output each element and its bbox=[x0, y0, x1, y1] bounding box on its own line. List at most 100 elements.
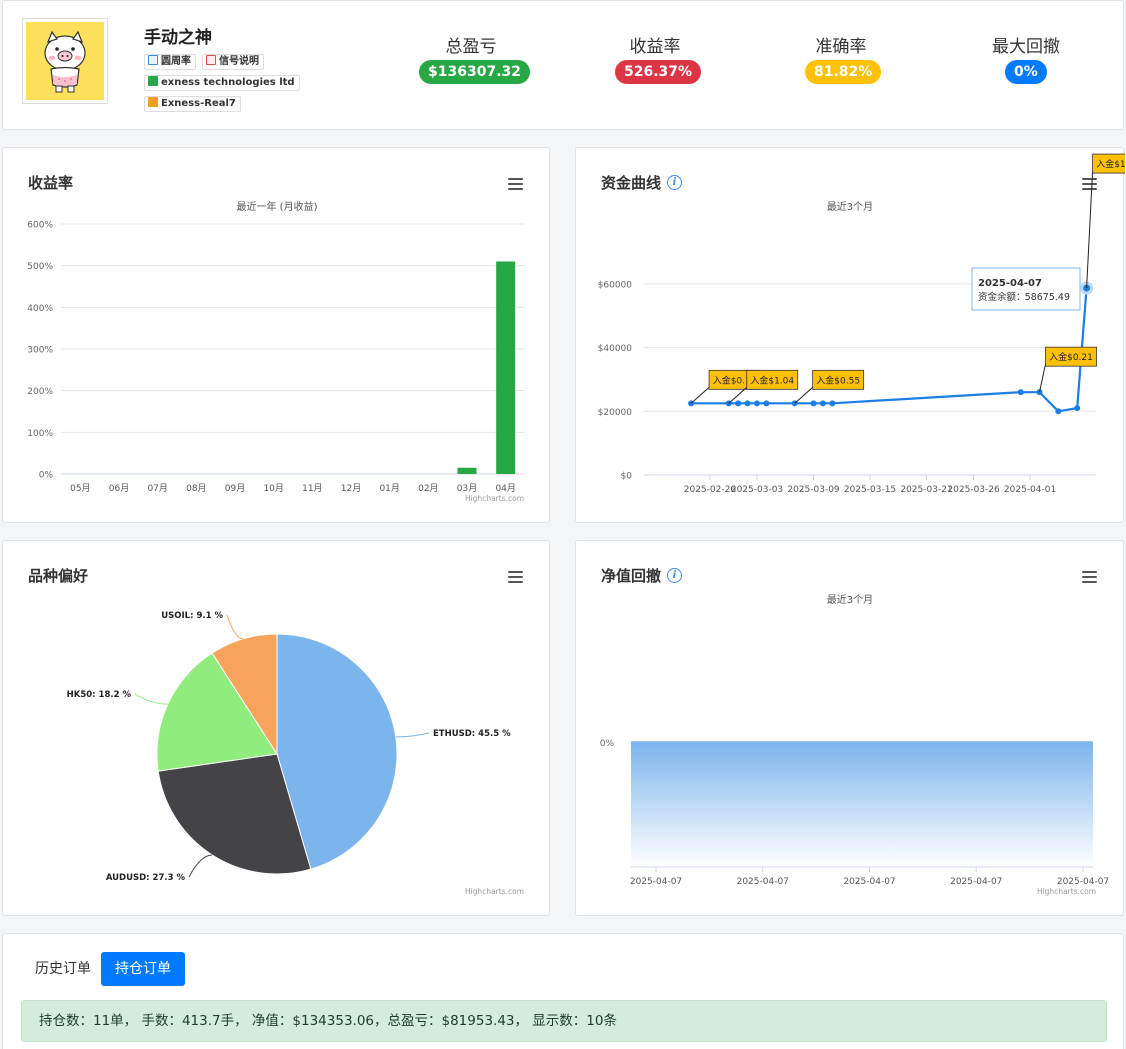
flag-connector bbox=[794, 386, 813, 404]
y-tick-label: 0% bbox=[39, 471, 54, 481]
deposit-flag bbox=[812, 369, 865, 390]
data-point bbox=[1017, 389, 1024, 396]
info-icon[interactable]: i bbox=[667, 175, 683, 190]
data-point bbox=[735, 400, 742, 407]
stat-accuracy-label: 准确率 bbox=[815, 37, 867, 57]
data-point bbox=[819, 400, 826, 407]
equity-line-chart[interactable]: 最近3个月$0$20000$40000$600002025-02-262025-… bbox=[576, 148, 1125, 524]
drawdown-panel: 净值回撤 i 最近3个月 0% 2025-04-07 2025-04-07 2025-04… bbox=[575, 540, 1124, 916]
flag-connector bbox=[1086, 171, 1094, 289]
pie-label: USOIL: 9.1 % bbox=[161, 611, 223, 621]
equity-panel: 资金曲线 i 最近3个月 $0 $20000 $40000 $60000 2025-02-2… bbox=[575, 147, 1125, 524]
stat-total-pnl-label: 总盈亏 bbox=[445, 37, 497, 57]
chart-subtitle: 最近一年 (月收益) bbox=[237, 200, 318, 213]
data-point bbox=[1055, 408, 1062, 415]
y-tick-label: $20000 bbox=[598, 408, 633, 418]
data-point bbox=[829, 400, 836, 407]
server-icon bbox=[148, 97, 158, 107]
pie-connector bbox=[134, 693, 168, 705]
tooltip-date: 2025-04-07 bbox=[978, 278, 1042, 289]
x-tick-label: 04月 bbox=[495, 483, 515, 494]
stat-max-drawdown-label: 最大回撤 bbox=[992, 37, 1060, 57]
pie-connector bbox=[188, 854, 213, 878]
avatar[interactable] bbox=[22, 18, 108, 104]
stat-return-label: 收益率 bbox=[629, 37, 681, 57]
tooltip-box bbox=[971, 267, 1081, 311]
pie-connector bbox=[395, 732, 430, 738]
drawdown-area bbox=[631, 742, 1093, 867]
chart-credit: Highcharts.com bbox=[465, 887, 524, 896]
trader-header: 手动之神 圆周率 信号说明 exness technologies ltd Ex… bbox=[2, 0, 1124, 130]
x-tick-label: 2025-03-09 bbox=[787, 485, 840, 495]
panel-title-text: 净值回撤 bbox=[601, 567, 662, 585]
chart-menu-icon[interactable] bbox=[1082, 178, 1097, 191]
x-tick-label: 11月 bbox=[302, 483, 322, 494]
x-tick-label: 2025-04-07 bbox=[1057, 877, 1109, 887]
stat-total-pnl-value: $136307.32 bbox=[419, 60, 530, 84]
pie-slice bbox=[157, 753, 312, 875]
broker-icon bbox=[148, 76, 158, 86]
stat-max-drawdown-value: 0% bbox=[1005, 60, 1047, 84]
pie-label: AUDUSD: 27.3 % bbox=[106, 873, 186, 883]
tab-open-orders[interactable]: 持仓订单 bbox=[101, 952, 185, 986]
x-tick-label: 2025-04-01 bbox=[1004, 485, 1056, 495]
pie-slice bbox=[276, 633, 398, 870]
tag-broker[interactable]: exness technologies ltd bbox=[144, 75, 300, 91]
pig-avatar-icon bbox=[44, 30, 86, 93]
symbols-pie-chart[interactable]: ETHUSD: 45.5 % AUDUSD: 27.3 % HK50: 18.2 %… bbox=[3, 541, 551, 917]
deposit-flag-label: 入金$0.19 bbox=[713, 374, 757, 386]
panel-title-text: 收益率 bbox=[28, 174, 74, 192]
stat-accuracy-value: 81.82% bbox=[805, 60, 882, 84]
x-tick-label: 02月 bbox=[418, 483, 438, 494]
tag-label: Exness-Real7 bbox=[161, 98, 236, 109]
orders-section: 历史订单 持仓订单 持仓数：11单， 手数：413.7手， 净值：$134353… bbox=[2, 933, 1124, 1049]
chart-menu-icon[interactable] bbox=[1082, 571, 1097, 584]
info-icon[interactable]: i bbox=[667, 568, 683, 583]
deposit-flag-label: 入金$0.21 bbox=[1049, 351, 1093, 363]
x-tick-label: 2025-03-03 bbox=[731, 485, 783, 495]
x-tick-label: 2025-04-07 bbox=[950, 877, 1002, 887]
chart-menu-icon[interactable] bbox=[508, 178, 523, 191]
chart-subtitle: 最近3个月 bbox=[827, 593, 873, 606]
tag-pi-user[interactable]: 圆周率 bbox=[144, 54, 196, 70]
stat-return-value: 526.37% bbox=[615, 60, 702, 84]
y-tick-label: 200% bbox=[27, 387, 53, 397]
y-tick-label: 300% bbox=[27, 346, 53, 356]
tag-signal-description[interactable]: 信号说明 bbox=[202, 54, 264, 70]
user-card-icon bbox=[148, 55, 158, 65]
pie-connector bbox=[226, 614, 244, 640]
y-tick-label: 600% bbox=[27, 221, 53, 231]
x-tick-label: 2025-03-26 bbox=[947, 485, 1000, 495]
chart-menu-icon[interactable] bbox=[508, 571, 523, 584]
y-tick-label: 500% bbox=[27, 262, 53, 272]
tag-label: 信号说明 bbox=[219, 56, 259, 67]
y-tick-label: 0% bbox=[600, 739, 615, 749]
x-tick-label: 08月 bbox=[186, 483, 206, 494]
comment-icon bbox=[206, 55, 216, 65]
deposit-flag bbox=[1092, 153, 1125, 174]
symbols-title: 品种偏好 bbox=[28, 565, 88, 586]
equity-title: 资金曲线 i bbox=[601, 172, 683, 193]
flag-connector bbox=[728, 386, 748, 404]
tooltip-label: 资金余额： bbox=[978, 291, 1026, 303]
drawdown-title: 净值回撤 i bbox=[601, 565, 683, 586]
tag-label: exness technologies ltd bbox=[161, 77, 295, 88]
x-tick-label: 2025-04-07 bbox=[843, 877, 895, 887]
deposit-flag bbox=[746, 369, 799, 390]
tag-server[interactable]: Exness-Real7 bbox=[144, 96, 241, 112]
data-point bbox=[763, 400, 770, 407]
symbols-panel: 品种偏好 ETHUSD: 45.5 % AUDUSD: 27.3 % HK50: 1… bbox=[2, 540, 550, 916]
x-tick-label: 10月 bbox=[263, 483, 283, 494]
pie-label: ETHUSD: 45.5 % bbox=[433, 729, 511, 739]
tag-label: 圆周率 bbox=[161, 56, 191, 67]
returns-title: 收益率 bbox=[28, 172, 73, 193]
data-point bbox=[754, 400, 760, 407]
x-tick-label: 12月 bbox=[341, 483, 361, 494]
y-tick-label: $60000 bbox=[598, 280, 633, 290]
x-tick-label: 06月 bbox=[109, 483, 129, 494]
x-tick-label: 05月 bbox=[70, 483, 90, 494]
tab-history-orders[interactable]: 历史订单 bbox=[35, 961, 91, 977]
chart-subtitle: 最近3个月 bbox=[827, 200, 873, 213]
data-point bbox=[744, 400, 751, 407]
deposit-flag bbox=[1045, 346, 1097, 367]
